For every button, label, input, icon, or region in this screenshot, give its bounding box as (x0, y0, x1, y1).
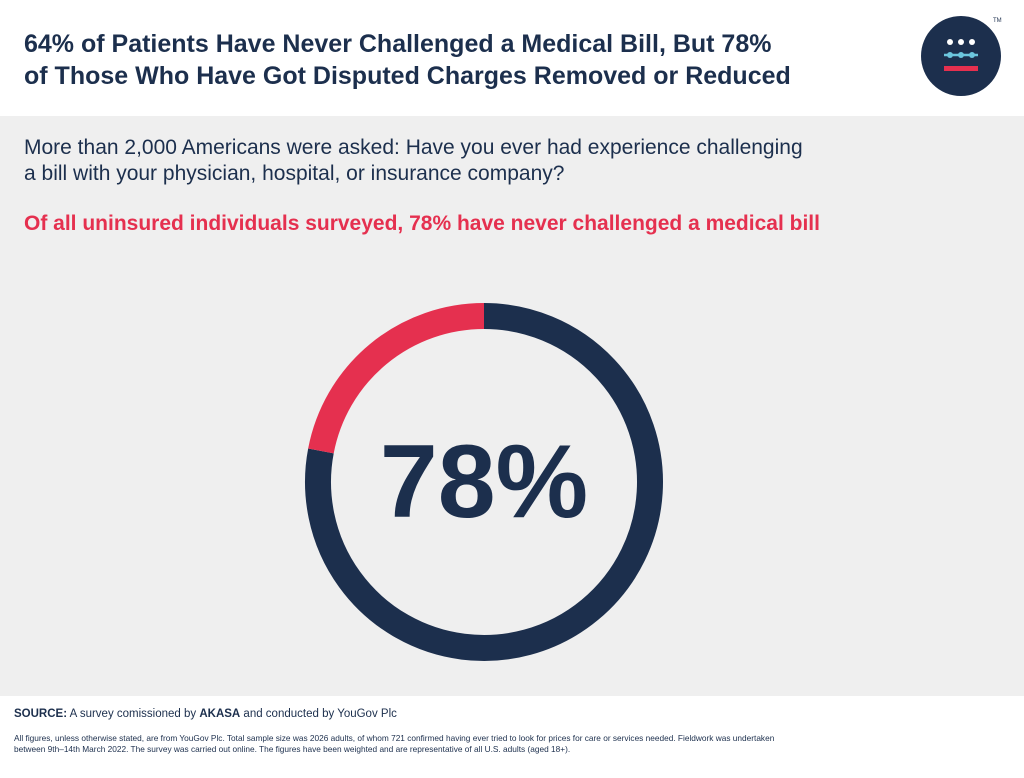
source-text-after: and conducted by YouGov Plc (240, 708, 397, 720)
methodology-note: All figures, unless otherwise stated, ar… (14, 733, 974, 755)
survey-question: More than 2,000 Americans were asked: Ha… (24, 135, 944, 187)
title-line-1: 64% of Patients Have Never Challenged a … (24, 30, 772, 58)
donut-slice-1 (305, 303, 663, 661)
source-line: SOURCE: A survey comissioned by AKASA an… (14, 708, 397, 720)
title-line-2: of Those Who Have Got Disputed Charges R… (24, 62, 791, 90)
source-label: SOURCE: (14, 708, 68, 720)
header: 64% of Patients Have Never Challenged a … (0, 0, 1024, 116)
content-panel (0, 116, 1024, 696)
akasa-logo-icon: TM (921, 16, 1002, 96)
donut-chart: 78% (305, 303, 663, 661)
trademark-mark: TM (993, 18, 1002, 24)
question-line-2: a bill with your physician, hospital, or… (24, 162, 565, 185)
donut-slice-2 (308, 303, 485, 454)
center-percentage-label: 78% (380, 424, 588, 540)
highlight-statement: Of all uninsured individuals surveyed, 7… (24, 212, 820, 235)
source-text-before: A survey comissioned by (67, 708, 200, 720)
page-title: 64% of Patients Have Never Challenged a … (24, 28, 924, 92)
fine-print-line-2: between 9th–14th March 2022. The survey … (14, 744, 571, 754)
fine-print-line-1: All figures, unless otherwise stated, ar… (14, 733, 775, 743)
footer (0, 696, 1024, 778)
source-brand: AKASA (199, 708, 241, 720)
question-line-1: More than 2,000 Americans were asked: Ha… (24, 136, 803, 159)
